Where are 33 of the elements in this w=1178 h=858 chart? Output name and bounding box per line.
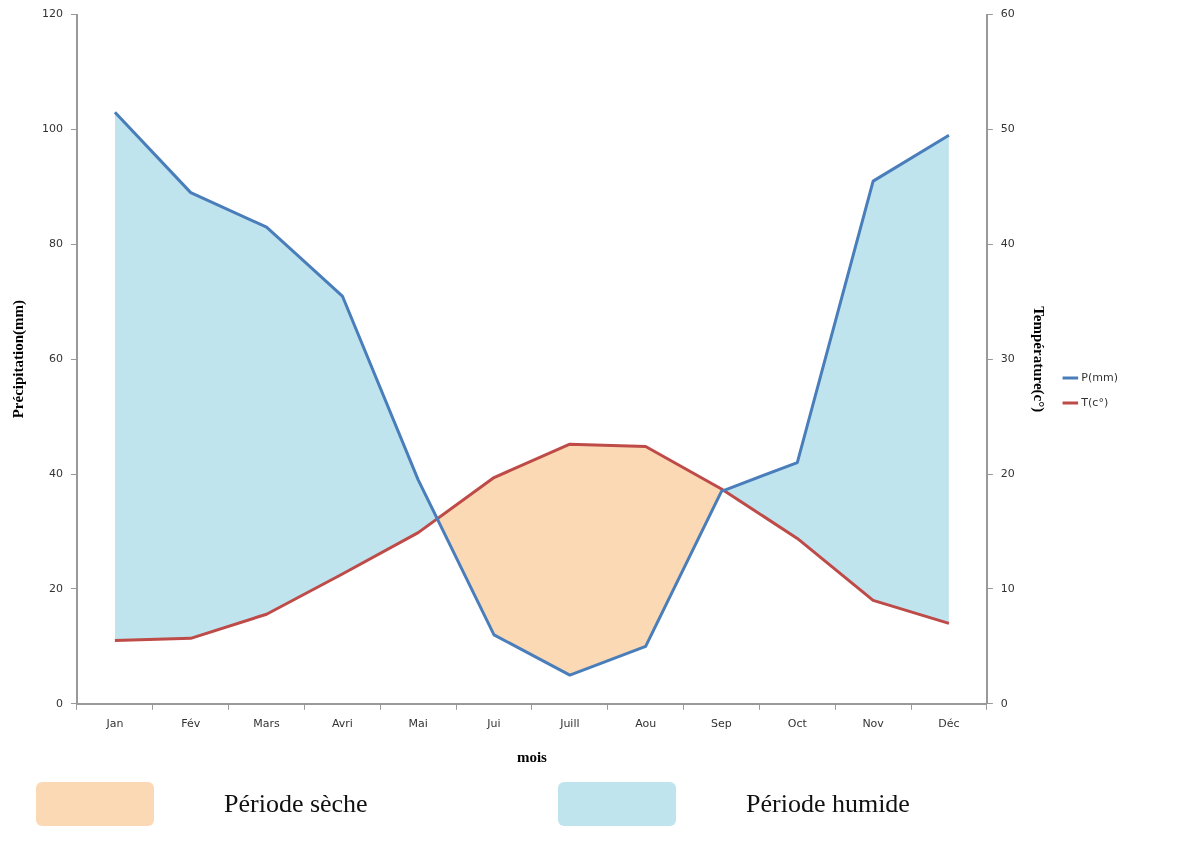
y2-tick-label: 0 [1000, 696, 1008, 710]
y-tick-label: 120 [42, 7, 63, 21]
y-tick-label: 60 [49, 352, 63, 366]
x-tick-label: Avri [331, 717, 353, 731]
y2-tick-label: 60 [1000, 7, 1015, 21]
x-tick-label: Jan [105, 717, 124, 731]
x-tick-label: Fév [181, 717, 201, 731]
x-tick-label: Déc [938, 717, 960, 731]
x-tick-label: Oct [787, 717, 808, 731]
y-tick-label: 20 [49, 581, 63, 595]
x-tick-label: Mars [253, 717, 281, 731]
y2-tick-label: 10 [1000, 581, 1015, 595]
x-tick-label: Aou [635, 717, 657, 731]
y2-tick-label: 50 [1000, 122, 1015, 136]
y2-axis-title: Température(c°) [1029, 306, 1047, 413]
y-tick-label: 100 [42, 122, 63, 136]
y-tick-label: 0 [56, 696, 63, 710]
x-axis-title: mois [516, 748, 548, 765]
text: Période sèche [224, 789, 368, 819]
x-tick-label: Jui [486, 717, 501, 731]
y2-tick-label: 40 [1000, 237, 1015, 251]
x-tick-label: Nov [862, 717, 885, 731]
x-tick-label: Mai [408, 717, 428, 731]
y-axis-title: Précipitation(mm) [9, 300, 27, 419]
y2-tick-label: 30 [1000, 352, 1015, 366]
y-tick-label: 40 [49, 466, 63, 480]
y2-tick-label: 20 [1000, 466, 1015, 480]
text: Période humide [746, 789, 910, 819]
legend-label: T(c°) [1080, 395, 1109, 409]
x-tick-label: Sep [711, 717, 732, 731]
legend-label: P(mm) [1081, 370, 1119, 384]
x-tick-label: Juill [559, 717, 580, 731]
y-tick-label: 80 [49, 237, 63, 251]
